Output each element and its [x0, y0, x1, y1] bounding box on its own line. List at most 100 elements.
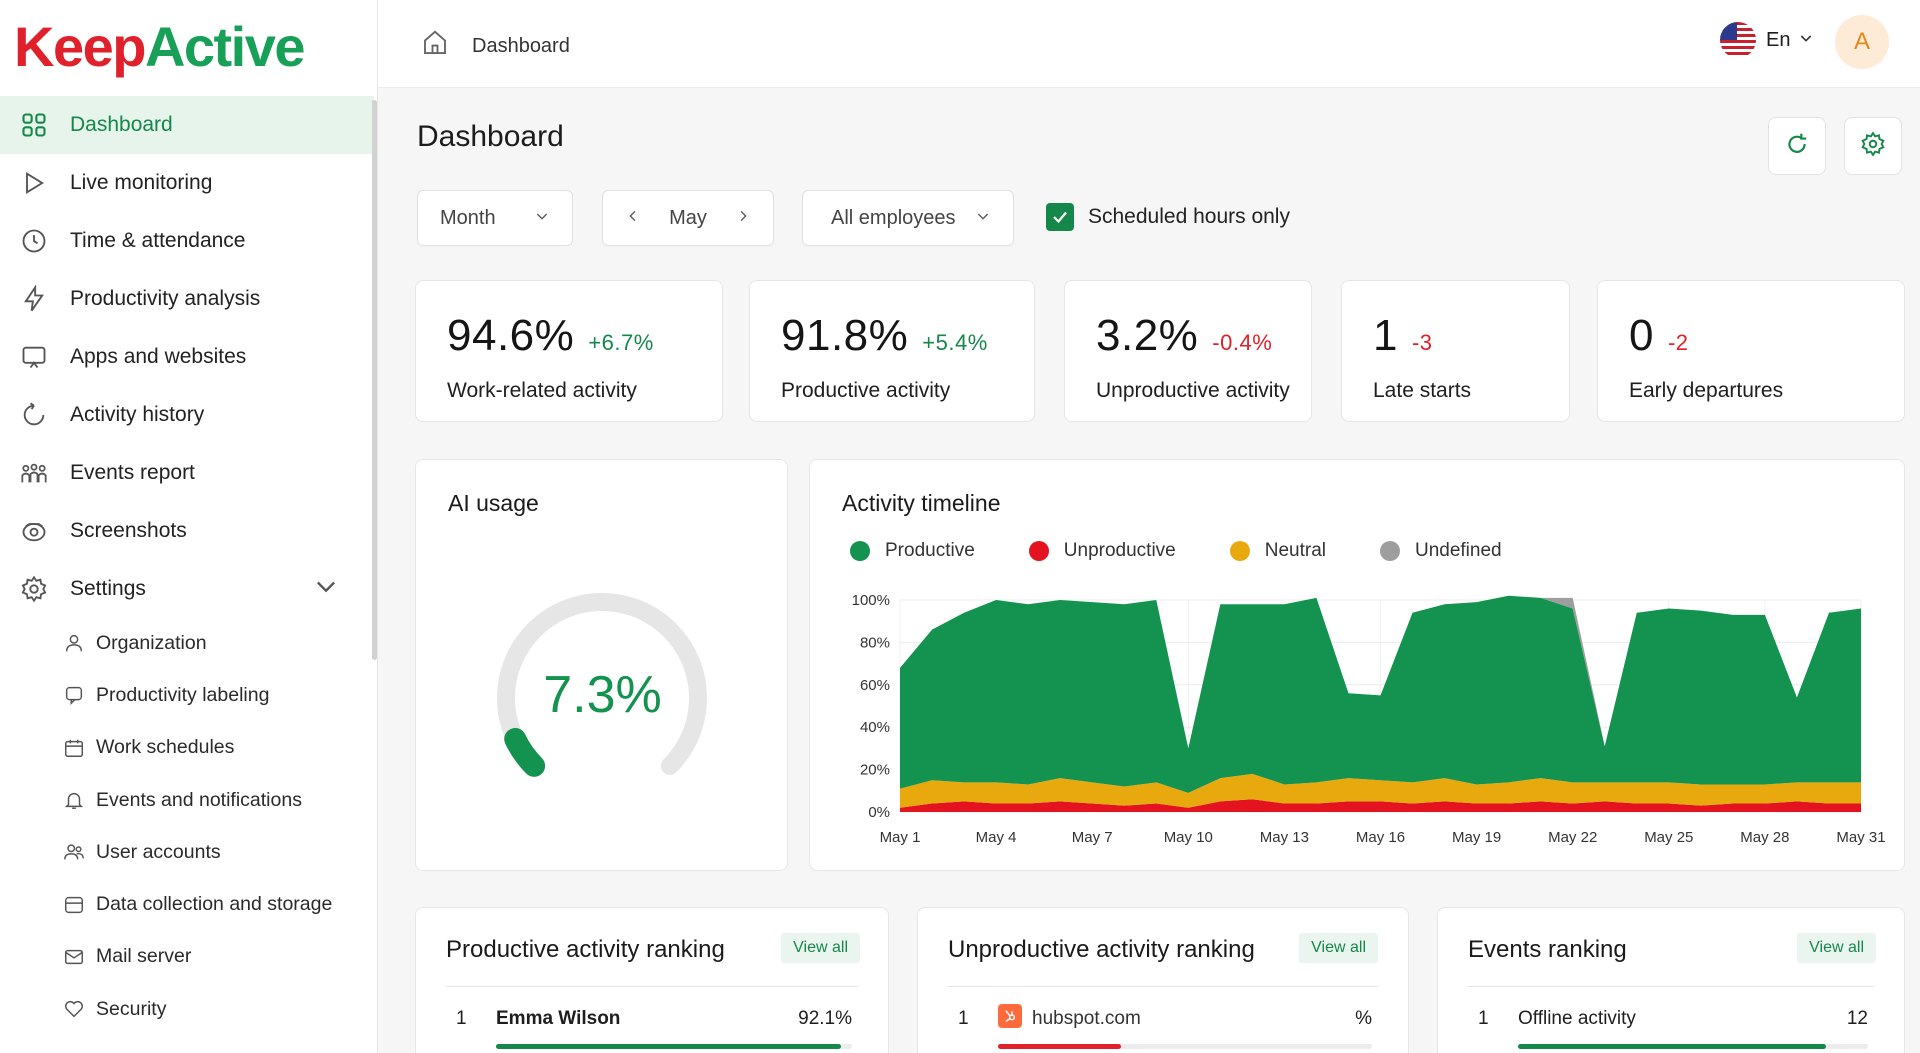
settings-subnav: Organization Productivity labeling Work … [0, 617, 374, 1035]
legend-item-productive[interactable]: Productive [850, 540, 975, 562]
stat-delta: +6.7% [588, 330, 654, 355]
breadcrumb: Dashboard [420, 28, 570, 64]
sidebar-item-events-notifications[interactable]: Events and notifications [62, 774, 374, 826]
period-select[interactable]: Month [417, 190, 573, 246]
view-all-button[interactable]: View all [1299, 933, 1378, 963]
stat-delta: +5.4% [922, 330, 988, 355]
x-tick-label: May 28 [1740, 829, 1789, 846]
stat-card-work-related: 94.6% +6.7% Work-related activity [415, 280, 723, 422]
rank-bar-fill [496, 1044, 842, 1049]
card-title: Unproductive activity ranking [948, 936, 1255, 963]
scheduled-hours-toggle[interactable]: Scheduled hours only [1046, 203, 1290, 231]
sidebar-item-security[interactable]: Security [62, 983, 374, 1035]
x-tick-label: May 16 [1356, 829, 1405, 846]
legend-item-neutral[interactable]: Neutral [1229, 540, 1326, 562]
stat-label: Late starts [1373, 379, 1472, 402]
scheduled-hours-checkbox[interactable] [1046, 203, 1074, 231]
sidebar-item-label: Mail server [96, 945, 192, 968]
avatar[interactable]: A [1835, 15, 1889, 69]
legend-item-unproductive[interactable]: Unproductive [1028, 540, 1176, 562]
tag-icon [62, 683, 86, 707]
rank-bar-fill [998, 1044, 1122, 1049]
gauge-fill [504, 728, 546, 777]
x-tick-label: May 1 [880, 829, 921, 846]
rank-number: 1 [958, 1008, 969, 1029]
mail-icon [62, 945, 86, 969]
stat-value: 94.6% [447, 311, 575, 360]
x-tick-label: May 31 [1836, 829, 1885, 846]
sidebar-item-settings[interactable]: Settings [0, 560, 374, 618]
chevron-down-icon[interactable] [312, 572, 340, 606]
rank-value: % [1355, 1008, 1372, 1029]
sidebar-item-activity-history[interactable]: Activity history [0, 386, 374, 444]
stat-value: 0 [1629, 311, 1654, 360]
sidebar-item-live-monitoring[interactable]: Live monitoring [0, 154, 374, 212]
legend-item-undefined[interactable]: Undefined [1379, 540, 1502, 562]
stat-value-wrap: 3.2% -0.4% [1096, 311, 1272, 361]
sidebar-item-productivity-labeling[interactable]: Productivity labeling [62, 669, 374, 721]
stat-card-unproductive: 3.2% -0.4% Unproductive activity [1064, 280, 1312, 422]
employees-select[interactable]: All employees [802, 190, 1014, 246]
main-nav: Dashboard Live monitoring Time & attenda… [0, 96, 374, 618]
chevron-left-icon[interactable] [625, 207, 641, 230]
sidebar-item-productivity-analysis[interactable]: Productivity analysis [0, 270, 374, 328]
sidebar-item-label: Live monitoring [70, 171, 213, 194]
view-all-button[interactable]: View all [1797, 933, 1876, 963]
view-all-button[interactable]: View all [781, 933, 860, 963]
home-icon[interactable] [420, 28, 472, 64]
rank-bar-track [496, 1044, 852, 1049]
y-tick-label: 40% [860, 719, 890, 736]
ai-usage-card: AI usage 7.3% [415, 459, 788, 871]
stat-value: 91.8% [781, 311, 909, 360]
sidebar-item-label: Dashboard [70, 113, 173, 136]
card-title: Events ranking [1468, 936, 1627, 963]
rank-value: 12 [1846, 1008, 1868, 1029]
productive-ranking-card: Productive activity ranking View all 1 E… [415, 907, 889, 1053]
refresh-icon [1784, 131, 1810, 162]
sidebar-item-data-collection[interactable]: Data collection and storage [62, 878, 374, 930]
y-tick-label: 80% [860, 634, 890, 651]
series-area-neutral [900, 773, 1861, 808]
sidebar: KeepActive Dashboard Live monitoring Tim… [0, 0, 378, 1053]
y-tick-label: 60% [860, 677, 890, 694]
sidebar-item-mail-server[interactable]: Mail server [62, 931, 374, 983]
events-ranking-card: Events ranking View all 1 Offline activi… [1437, 907, 1905, 1053]
sidebar-item-label: Screenshots [70, 519, 187, 542]
sidebar-item-screenshots[interactable]: Screenshots [0, 502, 374, 560]
sidebar-scrollbar[interactable] [372, 100, 377, 660]
stat-value-wrap: 1 -3 [1373, 311, 1433, 361]
sidebar-item-user-accounts[interactable]: User accounts [62, 826, 374, 878]
language-selector[interactable]: En [1720, 22, 1814, 58]
stat-card-productive: 91.8% +5.4% Productive activity [749, 280, 1035, 422]
sidebar-item-label: Apps and websites [70, 345, 247, 368]
sidebar-item-dashboard[interactable]: Dashboard [0, 96, 374, 154]
series-area-productive [900, 595, 1861, 793]
hubspot-icon [998, 1004, 1022, 1028]
settings-button[interactable] [1844, 117, 1902, 175]
stat-delta: -0.4% [1212, 330, 1273, 355]
rank-name: Emma Wilson [496, 1008, 621, 1029]
x-tick-label: May 25 [1644, 829, 1693, 846]
app-logo[interactable]: KeepActive [14, 15, 306, 78]
sidebar-item-work-schedules[interactable]: Work schedules [62, 722, 374, 774]
x-tick-label: May 13 [1260, 829, 1309, 846]
breadcrumb-current[interactable]: Dashboard [472, 34, 570, 57]
chevron-down-icon [1798, 29, 1814, 52]
sidebar-item-apps-websites[interactable]: Apps and websites [0, 328, 374, 386]
activity-timeline-chart[interactable]: 0% 20% 40% 60% 80% 100% May 1 May 4 May 7 May 10 M… [809, 580, 1905, 910]
legend-dot [1229, 541, 1250, 561]
rank-bar-track [1518, 1044, 1868, 1049]
legend-label: Unproductive [1063, 540, 1176, 561]
sidebar-item-events-report[interactable]: Events report [0, 444, 374, 502]
sidebar-item-organization[interactable]: Organization [62, 617, 374, 669]
camera-icon [20, 517, 48, 545]
chevron-right-icon[interactable] [735, 207, 751, 230]
stat-label: Productive activity [781, 379, 951, 402]
sidebar-item-label: Time & attendance [70, 229, 246, 252]
sidebar-item-time-attendance[interactable]: Time & attendance [0, 212, 374, 270]
stat-card-early-departures: 0 -2 Early departures [1597, 280, 1905, 422]
topbar: Dashboard En A [378, 0, 1920, 88]
refresh-button[interactable] [1768, 117, 1826, 175]
divider [446, 986, 858, 987]
x-tick-label: May 10 [1164, 829, 1213, 846]
